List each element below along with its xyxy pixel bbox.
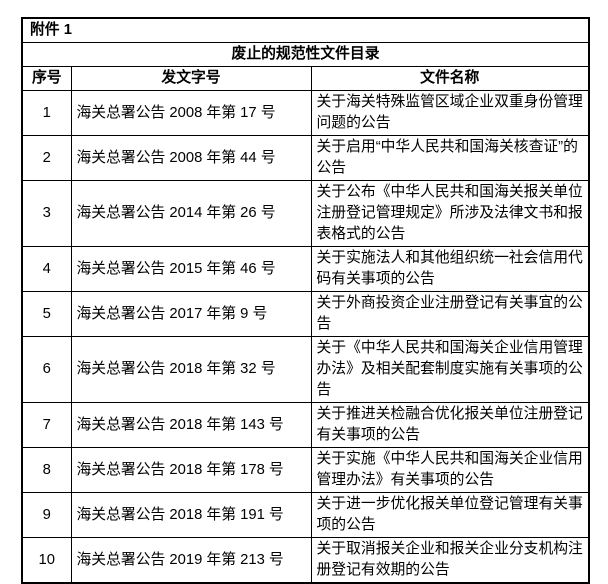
doc-number-cell: 海关总署公告 2018 年第 32 号: [70, 336, 312, 403]
doc-number-cell: 海关总署公告 2008 年第 17 号: [70, 90, 312, 136]
serial-number-cell: 10: [21, 537, 72, 584]
table-title: 废止的规范性文件目录: [21, 42, 590, 67]
serial-number-cell: 8: [21, 447, 72, 493]
file-name-cell: 关于海关特殊监管区域企业双重身份管理问题的公告: [310, 90, 590, 136]
file-name-cell: 关于实施《中华人民共和国海关企业信用管理办法》有关事项的公告: [310, 447, 590, 493]
file-name-cell: 关于《中华人民共和国海关企业信用管理办法》及相关配套制度实施有关事项的公告: [310, 336, 590, 403]
column-header-file-name: 文件名称: [310, 66, 590, 91]
table-row: 6 海关总署公告 2018 年第 32 号 关于《中华人民共和国海关企业信用管理…: [21, 336, 590, 403]
doc-number-cell: 海关总署公告 2018 年第 191 号: [70, 492, 312, 538]
table-row: 5 海关总署公告 2017 年第 9 号 关于外商投资企业注册登记有关事宜的公告: [21, 291, 590, 337]
title-row: 废止的规范性文件目录: [21, 42, 590, 67]
table-row: 10 海关总署公告 2019 年第 213 号 关于取消报关企业和报关企业分支机…: [21, 537, 590, 584]
file-name-cell: 关于取消报关企业和报关企业分支机构注册登记有效期的公告: [310, 537, 590, 584]
table-row: 3 海关总署公告 2014 年第 26 号 关于公布《中华人民共和国海关报关单位…: [21, 180, 590, 247]
doc-number-cell: 海关总署公告 2015 年第 46 号: [70, 246, 312, 292]
document-page: 附件 1 废止的规范性文件目录 序号 发文字号 文件名称 1 海关总署公告 20…: [21, 17, 591, 584]
table-body: 附件 1 废止的规范性文件目录 序号 发文字号 文件名称 1 海关总署公告 20…: [21, 17, 590, 584]
doc-number-cell: 海关总署公告 2008 年第 44 号: [70, 135, 312, 181]
abolished-files-table: 附件 1 废止的规范性文件目录 序号 发文字号 文件名称 1 海关总署公告 20…: [21, 17, 591, 584]
doc-number-cell: 海关总署公告 2019 年第 213 号: [70, 537, 312, 584]
file-name-cell: 关于公布《中华人民共和国海关报关单位注册登记管理规定》所涉及法律文书和报表格式的…: [310, 180, 590, 247]
table-row: 2 海关总署公告 2008 年第 44 号 关于启用“中华人民共和国海关核查证”…: [21, 135, 590, 181]
table-row: 1 海关总署公告 2008 年第 17 号 关于海关特殊监管区域企业双重身份管理…: [21, 90, 590, 136]
serial-number-cell: 4: [21, 246, 72, 292]
table-row: 9 海关总署公告 2018 年第 191 号 关于进一步优化报关单位登记管理有关…: [21, 492, 590, 538]
serial-number-cell: 7: [21, 402, 72, 448]
serial-number-cell: 9: [21, 492, 72, 538]
serial-number-cell: 2: [21, 135, 72, 181]
doc-number-cell: 海关总署公告 2017 年第 9 号: [70, 291, 312, 337]
serial-number-cell: 5: [21, 291, 72, 337]
file-name-cell: 关于推进关检融合优化报关单位注册登记有关事项的公告: [310, 402, 590, 448]
file-name-cell: 关于实施法人和其他组织统一社会信用代码有关事项的公告: [310, 246, 590, 292]
table-header-row: 序号 发文字号 文件名称: [21, 66, 590, 91]
column-header-serial: 序号: [21, 66, 72, 91]
serial-number-cell: 1: [21, 90, 72, 136]
file-name-cell: 关于启用“中华人民共和国海关核查证”的公告: [310, 135, 590, 181]
doc-number-cell: 海关总署公告 2018 年第 143 号: [70, 402, 312, 448]
table-row: 4 海关总署公告 2015 年第 46 号 关于实施法人和其他组织统一社会信用代…: [21, 246, 590, 292]
table-row: 8 海关总署公告 2018 年第 178 号 关于实施《中华人民共和国海关企业信…: [21, 447, 590, 493]
serial-number-cell: 3: [21, 180, 72, 247]
doc-number-cell: 海关总署公告 2014 年第 26 号: [70, 180, 312, 247]
file-name-cell: 关于外商投资企业注册登记有关事宜的公告: [310, 291, 590, 337]
serial-number-cell: 6: [21, 336, 72, 403]
attachment-row: 附件 1: [21, 17, 590, 43]
column-header-doc-number: 发文字号: [70, 66, 312, 91]
file-name-cell: 关于进一步优化报关单位登记管理有关事项的公告: [310, 492, 590, 538]
doc-number-cell: 海关总署公告 2018 年第 178 号: [70, 447, 312, 493]
attachment-label: 附件 1: [21, 17, 590, 43]
table-row: 7 海关总署公告 2018 年第 143 号 关于推进关检融合优化报关单位注册登…: [21, 402, 590, 448]
